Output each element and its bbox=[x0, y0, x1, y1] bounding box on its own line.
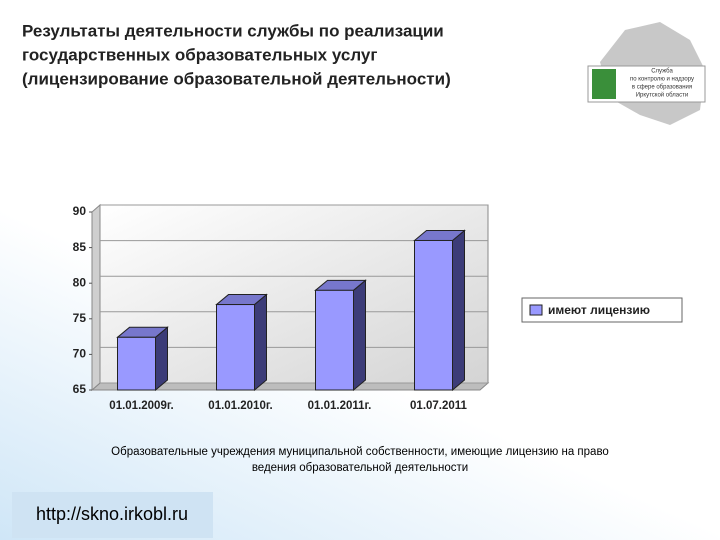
logo-emblem bbox=[592, 69, 616, 99]
bar bbox=[116, 326, 169, 392]
bar-front bbox=[414, 239, 453, 391]
bar-front bbox=[315, 289, 354, 391]
y-tick-label: 90 bbox=[73, 204, 87, 218]
bar-front bbox=[216, 304, 255, 391]
title-line: государственных образовательных услуг bbox=[22, 45, 377, 64]
bar bbox=[215, 293, 268, 392]
legend-label: имеют лицензию bbox=[548, 303, 650, 317]
title-line: (лицензирование образовательной деятельн… bbox=[22, 69, 451, 88]
plot-side-wall bbox=[91, 203, 101, 392]
url: http://skno.irkobl.ru bbox=[36, 504, 188, 524]
logo-text: по контролю и надзору bbox=[630, 77, 694, 83]
x-tick-label: 01.07.2011 bbox=[410, 400, 468, 412]
caption: ведения образовательной деятельности bbox=[252, 462, 468, 474]
bar bbox=[314, 279, 367, 392]
x-tick-label: 01.01.2011г. bbox=[308, 400, 372, 412]
bar bbox=[413, 229, 466, 392]
x-tick-label: 01.01.2010г. bbox=[208, 400, 272, 412]
logo bbox=[587, 22, 706, 125]
y-tick-label: 80 bbox=[73, 275, 87, 289]
bar-side bbox=[353, 279, 366, 392]
caption: Образовательные учреждения муниципальной… bbox=[111, 446, 609, 458]
bar-side bbox=[452, 229, 465, 392]
bar-front bbox=[117, 336, 156, 391]
title-line: Результаты деятельности службы по реализ… bbox=[22, 21, 444, 40]
bar-side bbox=[254, 293, 267, 392]
legend-swatch bbox=[529, 304, 543, 316]
legend-box bbox=[521, 297, 683, 323]
y-tick-label: 85 bbox=[73, 240, 87, 254]
logo-text: Иркутской области bbox=[636, 92, 689, 99]
y-tick-label: 75 bbox=[73, 311, 87, 325]
x-tick-label: 01.01.2009г. bbox=[109, 400, 173, 412]
y-tick-label: 65 bbox=[73, 382, 87, 396]
logo-text: Служба bbox=[651, 69, 673, 75]
logo-text: в сфере образования bbox=[632, 85, 692, 91]
y-tick-label: 70 bbox=[73, 347, 87, 361]
bar-side bbox=[155, 326, 168, 392]
url-box bbox=[12, 492, 213, 538]
